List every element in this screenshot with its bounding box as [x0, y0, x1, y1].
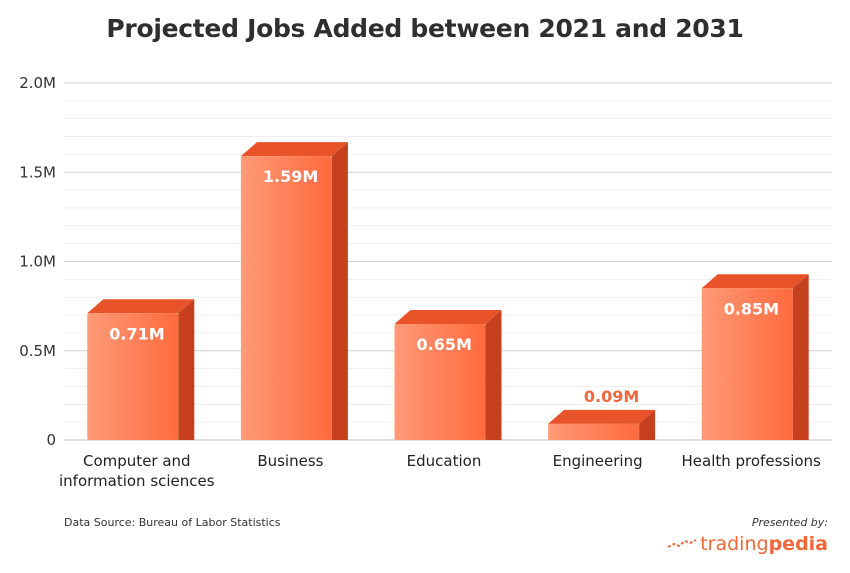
- bar-side-face: [639, 409, 656, 440]
- y-tick-label: 1.0M: [19, 253, 56, 271]
- bar-value-label: 0.85M: [724, 299, 779, 318]
- y-tick-label: 0: [46, 431, 56, 449]
- x-category-label: Engineering: [553, 452, 643, 470]
- bar-front-face: [240, 156, 332, 440]
- bar-front-face: [701, 288, 793, 440]
- y-tick-label: 2.0M: [19, 74, 56, 92]
- bar-front-face: [548, 423, 640, 440]
- bar-value-label: 0.09M: [584, 387, 639, 406]
- x-category-label: Business: [257, 452, 323, 470]
- brand-text-pedia: pedia: [768, 533, 828, 555]
- bar-top-face: [548, 409, 656, 424]
- bar-side-face: [331, 142, 348, 440]
- y-tick-label: 1.5M: [19, 163, 56, 181]
- tradingpedia-logo: trading pedia: [667, 533, 828, 555]
- x-category-label: Health professions: [682, 452, 822, 470]
- bar-value-label: 0.71M: [109, 324, 164, 343]
- bar: [394, 309, 502, 440]
- bar: [701, 274, 809, 440]
- y-tick-label: 0.5M: [19, 342, 56, 360]
- chart-title: Projected Jobs Added between 2021 and 20…: [106, 14, 744, 43]
- bar-side-face: [178, 299, 195, 440]
- bar-top-face: [87, 299, 195, 314]
- bar-top-face: [701, 274, 809, 289]
- bar-side-face: [792, 274, 809, 440]
- bar-value-label: 1.59M: [263, 167, 318, 186]
- bar-top-face: [240, 142, 348, 157]
- bar-chart: 0 0.5M 1.0M 1.5M 2.0M 0.71M 1.59M 0.65M 0.09M 0.…: [19, 74, 832, 490]
- presented-by-label: Presented by:: [751, 516, 828, 529]
- brand-text-trading: trading: [700, 533, 769, 555]
- x-category-label: Education: [407, 452, 482, 470]
- bar-value-label: 0.65M: [417, 335, 472, 354]
- data-source-note: Data Source: Bureau of Labor Statistics: [64, 516, 281, 529]
- bar-front-face: [394, 323, 486, 440]
- trend-line-icon: [667, 539, 697, 548]
- x-category-label: Computer and information sciences: [59, 452, 215, 490]
- bar-side-face: [485, 309, 502, 440]
- bar: [240, 142, 348, 440]
- bar: [548, 409, 656, 440]
- bar: [87, 299, 195, 440]
- bar-top-face: [394, 309, 502, 324]
- bar-front-face: [87, 313, 179, 440]
